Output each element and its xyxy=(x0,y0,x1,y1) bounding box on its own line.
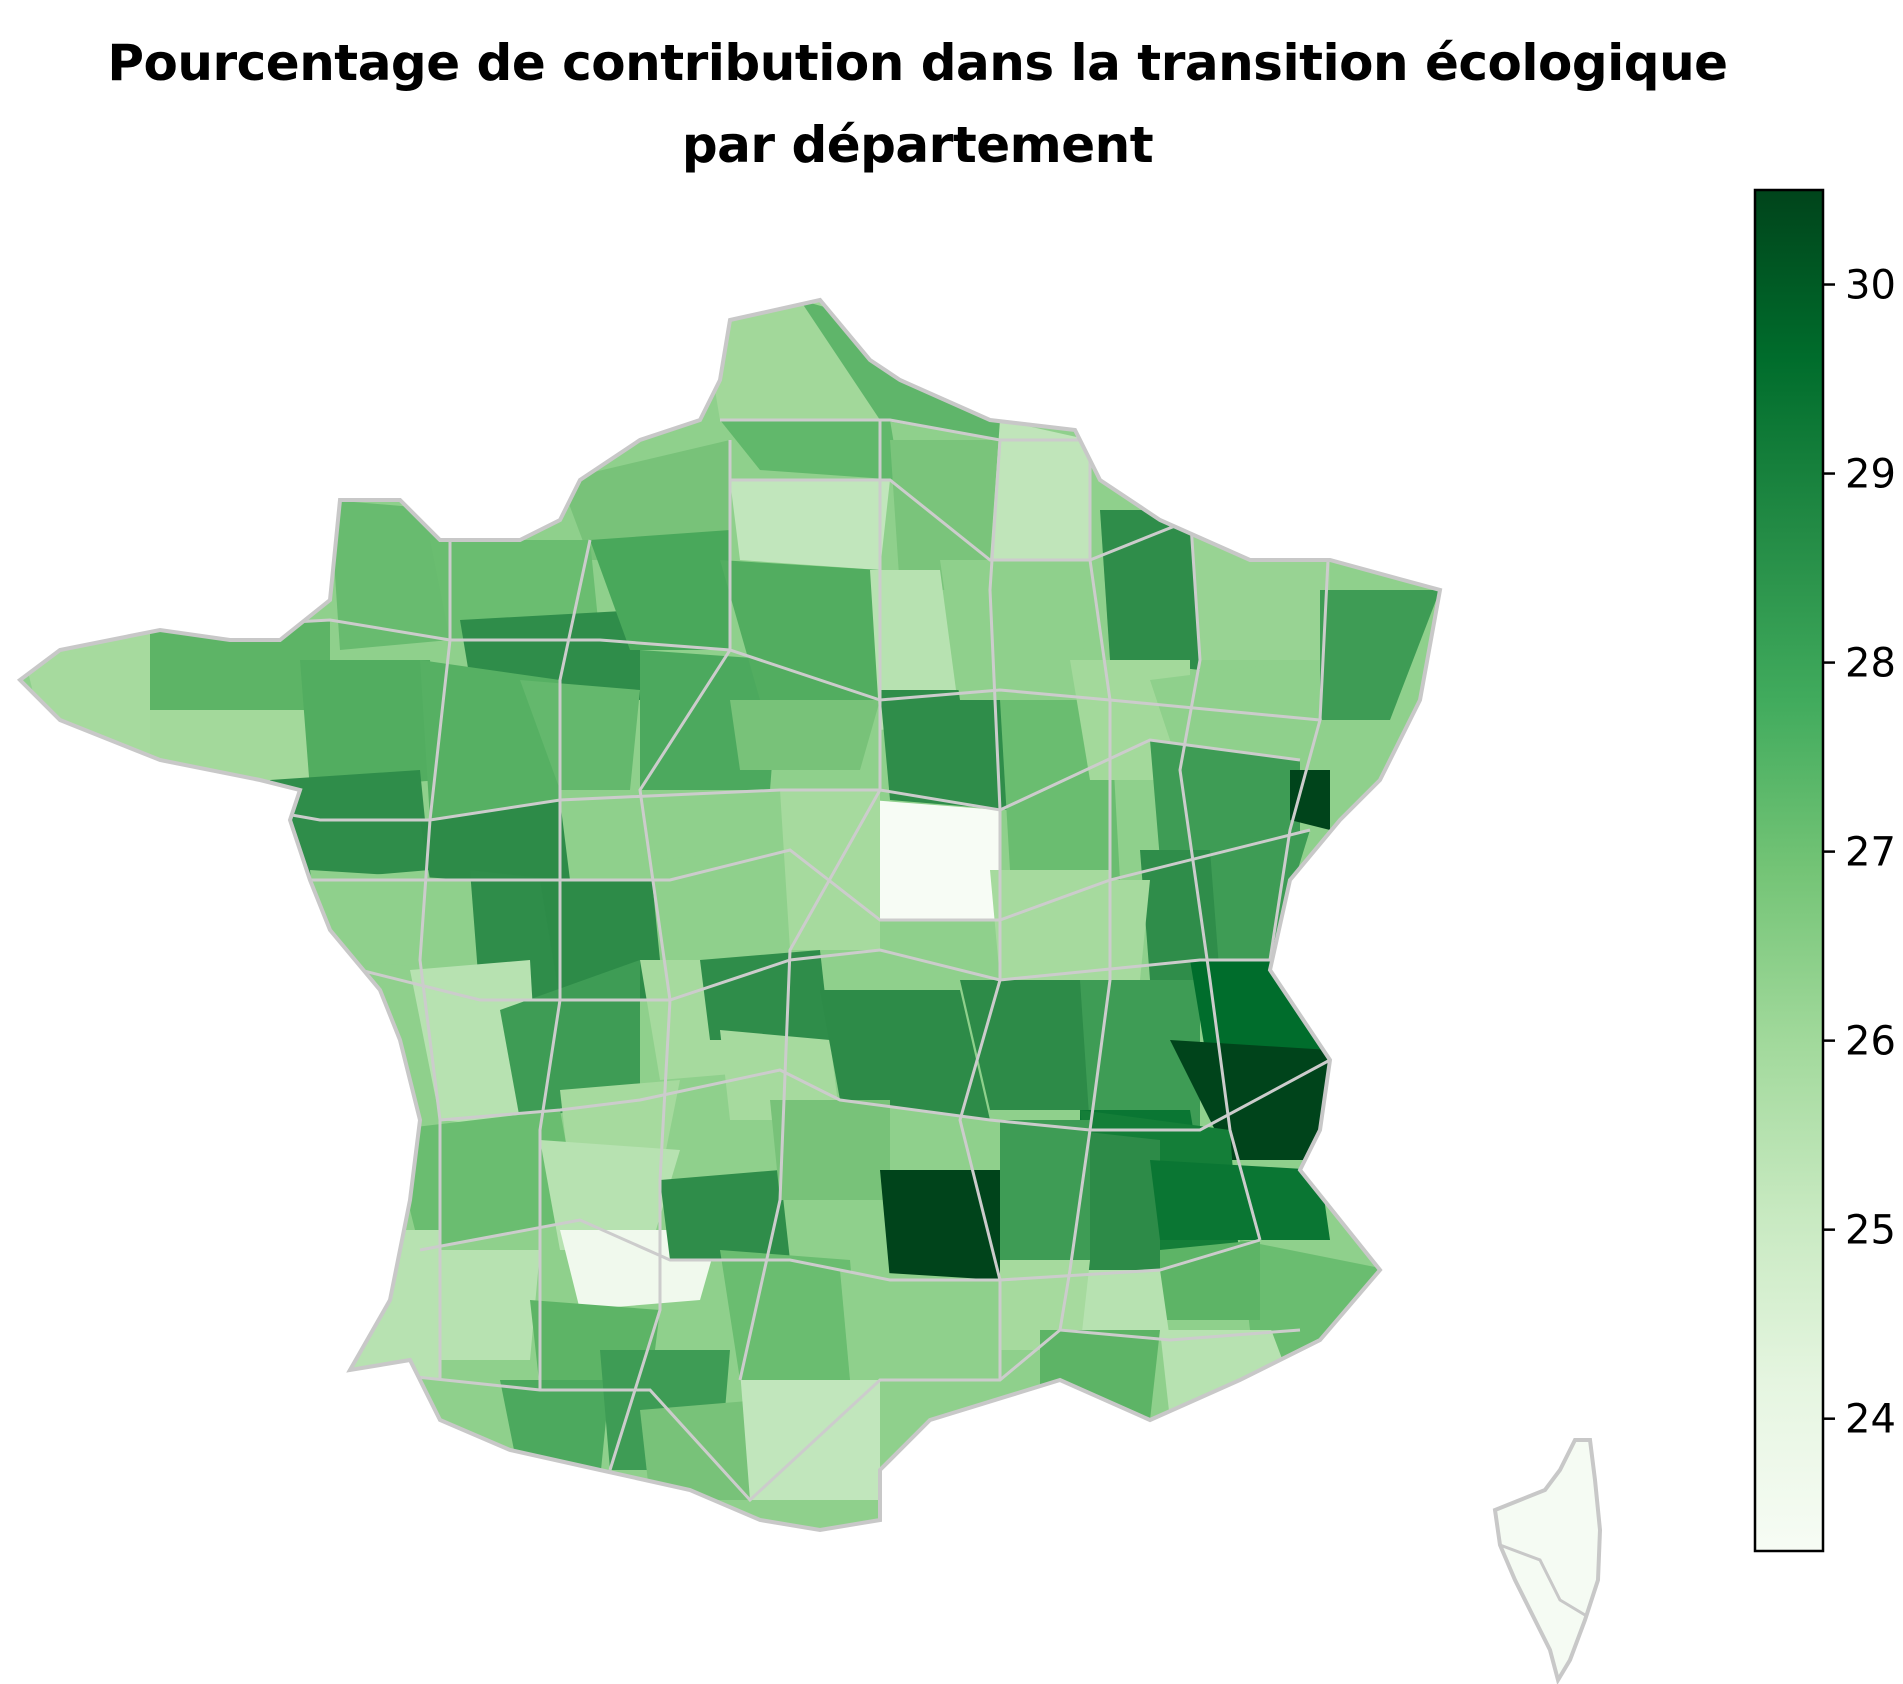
region xyxy=(20,630,150,760)
colorbar-gradient xyxy=(1753,188,1825,1553)
region xyxy=(880,1170,1000,1280)
region xyxy=(520,680,640,790)
region xyxy=(1160,1240,1260,1320)
region xyxy=(1080,980,1200,1130)
region xyxy=(1000,1120,1090,1260)
region xyxy=(560,440,730,560)
region xyxy=(730,480,890,570)
region xyxy=(420,800,570,880)
region xyxy=(1290,770,1330,830)
region xyxy=(590,530,730,650)
region xyxy=(700,950,830,1040)
region xyxy=(300,660,440,790)
corsica-border xyxy=(1499,1543,1586,1617)
region xyxy=(410,960,540,1130)
region xyxy=(730,700,880,770)
region xyxy=(270,770,430,880)
region xyxy=(870,800,1000,920)
region xyxy=(430,1250,540,1360)
region xyxy=(640,1400,760,1500)
colorbar-tick-label: 29 xyxy=(1845,452,1896,498)
region xyxy=(960,980,1110,1110)
region xyxy=(740,1370,880,1500)
france-outline xyxy=(16,297,1443,1533)
region xyxy=(1170,1040,1330,1160)
title-line-2: par département xyxy=(681,116,1154,174)
colorbar-tick-label: 25 xyxy=(1845,1208,1896,1254)
region xyxy=(940,560,1090,700)
region xyxy=(770,1100,890,1200)
title-line-1: Pourcentage de contribution dans la tran… xyxy=(107,34,1728,92)
region xyxy=(1080,880,1150,980)
region xyxy=(660,1170,790,1260)
region xyxy=(880,690,1010,810)
region xyxy=(840,1270,1000,1380)
region xyxy=(720,560,880,700)
corsica xyxy=(1492,1438,1603,1684)
region xyxy=(330,500,450,650)
region xyxy=(1070,1130,1160,1270)
colorbar-ticks: 24 25 26 27 28 29 30 xyxy=(1823,263,1896,1443)
region xyxy=(890,440,1000,590)
colorbar-tick-label: 24 xyxy=(1845,1397,1896,1443)
region xyxy=(990,420,1090,560)
region xyxy=(1150,1160,1330,1240)
region xyxy=(390,1110,580,1250)
department-borders xyxy=(149,418,1332,1503)
region xyxy=(720,420,900,480)
region xyxy=(420,660,560,820)
colorbar-tick-label: 26 xyxy=(1845,1019,1896,1065)
region xyxy=(310,870,480,970)
region xyxy=(720,1250,860,1380)
region xyxy=(780,790,880,950)
region xyxy=(1100,510,1200,670)
colorbar-tick-label: 27 xyxy=(1845,830,1896,876)
region xyxy=(720,1030,840,1120)
colorbar-tick-label: 30 xyxy=(1845,263,1896,309)
region xyxy=(540,1140,680,1250)
region xyxy=(1060,1270,1170,1340)
region xyxy=(150,620,330,720)
region xyxy=(1320,590,1440,720)
region xyxy=(990,870,1110,980)
colorbar-tick-label: 28 xyxy=(1845,641,1896,687)
region xyxy=(820,990,990,1120)
chart-title: Pourcentage de contribution dans la tran… xyxy=(0,22,1835,186)
region xyxy=(1140,850,1220,980)
